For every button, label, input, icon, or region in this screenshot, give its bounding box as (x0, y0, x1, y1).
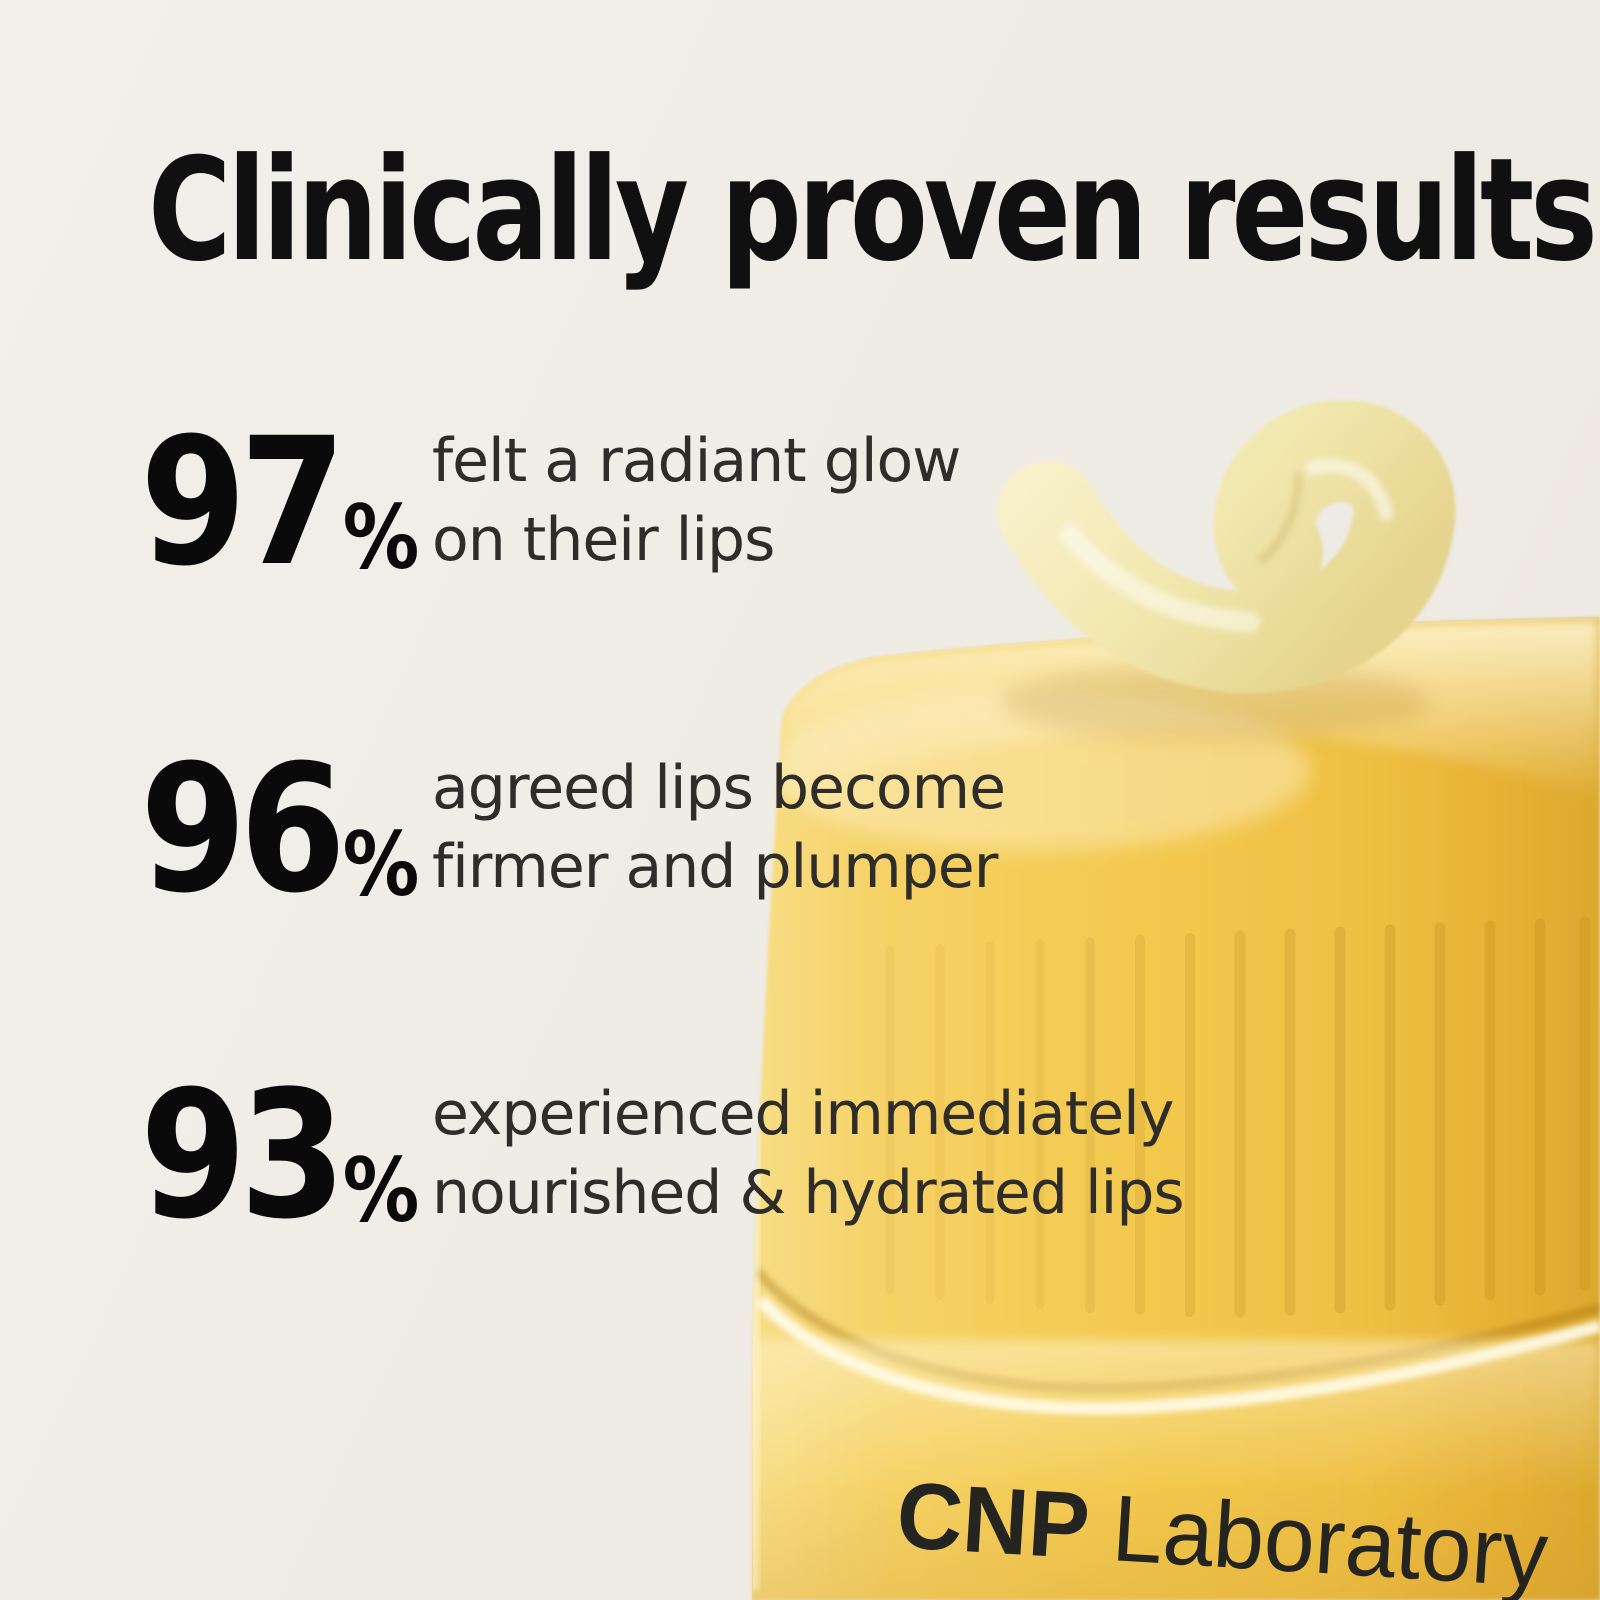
stat-desc-line: agreed lips become (432, 753, 1006, 823)
stat-desc-line: nourished & hydrated lips (432, 1158, 1185, 1228)
stat-description: felt a radiant glow on their lips (432, 422, 961, 580)
balm-swirl (997, 400, 1456, 694)
stat-description: experienced immediately nourished & hydr… (432, 1075, 1185, 1233)
percent-sign: % (342, 1139, 420, 1242)
stat-description: agreed lips become firmer and plumper (432, 749, 1006, 907)
stat-number: 97 (140, 400, 346, 605)
page-title: Clinically proven results (148, 128, 1598, 293)
lip-balm-stick (752, 400, 1600, 1600)
percent-sign: % (342, 486, 420, 589)
stat-desc-line: experienced immediately (432, 1079, 1174, 1149)
stat-value: 97% (140, 415, 419, 591)
stat-desc-line: firmer and plumper (432, 832, 998, 902)
stat-desc-line: felt a radiant glow (432, 426, 961, 496)
stat-value: 93% (140, 1068, 419, 1244)
stat-row: 96% agreed lips become firmer and plumpe… (140, 742, 1006, 918)
stat-desc-line: on their lips (432, 505, 775, 575)
body-bottom-shade (752, 1480, 1600, 1600)
balm-swirl-shadow (1000, 664, 1430, 740)
percent-sign: % (342, 813, 420, 916)
body-upper-glow (752, 1340, 1600, 1490)
stat-number: 96 (140, 727, 346, 932)
stat-row: 97% felt a radiant glow on their lips (140, 415, 961, 591)
stat-value: 96% (140, 742, 419, 918)
cap-ribs (885, 916, 1591, 1318)
stat-number: 93 (140, 1053, 346, 1258)
brand-cnp: CNP (893, 1462, 1093, 1579)
stat-row: 93% experienced immediately nourished & … (140, 1068, 1185, 1244)
